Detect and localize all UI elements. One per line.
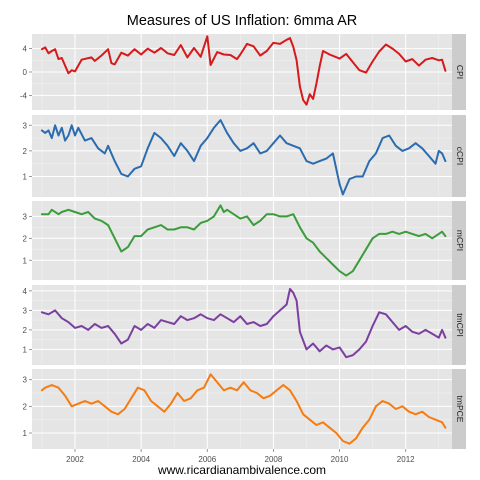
- x-tick-label: 2010: [331, 455, 349, 464]
- series-line-tmcpi: [40, 287, 447, 359]
- facet-strip: [452, 285, 466, 365]
- y-tick-label: 1: [23, 345, 28, 354]
- y-tick-label: 3: [23, 306, 28, 315]
- series-line-cpi: [40, 35, 447, 106]
- facet-strip: [452, 34, 466, 110]
- x-tick-label: 2002: [66, 455, 84, 464]
- y-tick-label: 3: [23, 212, 28, 221]
- facet-strip-label: CPI: [455, 65, 465, 79]
- panel-background: [32, 285, 452, 365]
- x-tick-label: 2006: [198, 455, 216, 464]
- x-tick-label: 2004: [132, 455, 150, 464]
- y-tick-label: 0: [23, 68, 28, 77]
- x-tick-label: 2008: [265, 455, 283, 464]
- y-tick-label: 4: [23, 287, 28, 296]
- panel-ccpi: 1 2 3 cCPI: [23, 115, 466, 197]
- facet-strip: [452, 201, 466, 280]
- x-axis: 2002 2004 2006 2008 2010 2012: [66, 449, 415, 464]
- series-line-ccpi: [40, 119, 447, 196]
- y-tick-label: 2: [23, 402, 28, 411]
- y-tick-label: 1: [23, 256, 28, 265]
- facet-strip-label: cCPI: [455, 147, 465, 165]
- panel-background: [32, 115, 452, 197]
- y-tick-label: 3: [23, 376, 28, 385]
- facet-panels: 4 0 -4 CPI 1 2 3 cCPI 1 2 3 mCPI 1 2 3 4 tmCPI 1 2 3 tmPCE: [20, 34, 466, 449]
- panel-cpi: 4 0 -4 CPI: [20, 34, 466, 110]
- source-caption: www.ricardianambivalence.com: [157, 463, 326, 477]
- panel-tmcpi: 1 2 3 4 tmCPI: [23, 285, 466, 365]
- facet-strip-label: mCPI: [455, 230, 465, 251]
- series-line-tmpce: [40, 373, 447, 445]
- y-tick-label: 1: [23, 173, 28, 182]
- y-tick-label: 4: [23, 45, 28, 54]
- facet-strip: [452, 115, 466, 197]
- y-tick-label: 1: [23, 429, 28, 438]
- series-line-mcpi: [40, 204, 447, 277]
- facet-strip: [452, 369, 466, 449]
- facet-strip-label: tmCPI: [455, 313, 465, 337]
- y-tick-label: 2: [23, 234, 28, 243]
- y-tick-label: 2: [23, 326, 28, 335]
- panel-mcpi: 1 2 3 mCPI: [23, 201, 466, 280]
- panel-tmpce: 1 2 3 tmPCE: [23, 369, 466, 449]
- y-tick-label: -4: [20, 91, 28, 100]
- panel-background: [32, 201, 452, 280]
- y-tick-label: 3: [23, 121, 28, 130]
- y-tick-label: 2: [23, 147, 28, 156]
- chart-title: Measures of US Inflation: 6mma AR: [127, 13, 358, 29]
- x-tick-label: 2012: [397, 455, 415, 464]
- facet-strip-label: tmPCE: [455, 396, 465, 423]
- panel-background: [32, 369, 452, 449]
